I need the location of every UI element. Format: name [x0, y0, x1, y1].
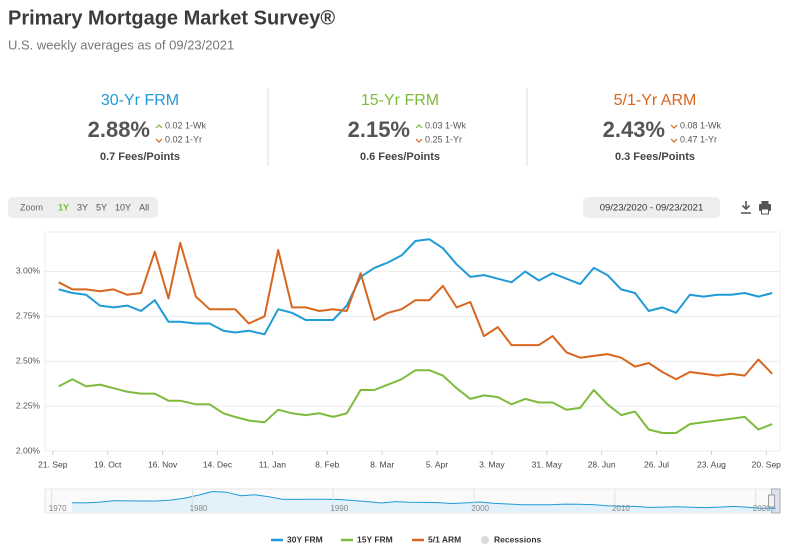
x-tick-label: 3. May — [479, 459, 505, 469]
x-tick-label: 26. Jul — [644, 459, 669, 469]
page-title: Primary Mortgage Market Survey® — [8, 7, 335, 29]
card-change: 0.47 1-Yr — [680, 134, 717, 144]
x-tick-label: 19. Oct — [94, 459, 122, 469]
series-line — [58, 241, 773, 381]
navigator-tick-label: 2000 — [471, 504, 489, 513]
x-tick-label: 20. Sep — [752, 459, 782, 469]
navigator-handle[interactable] — [768, 494, 776, 508]
x-tick-label: 23. Aug — [697, 459, 726, 469]
change-arrow — [670, 124, 678, 129]
print-icon[interactable] — [759, 201, 771, 215]
x-tick-label: 21. Sep — [38, 459, 68, 469]
date-range: 09/23/2020 - 09/23/2021 — [600, 203, 704, 214]
card-title: 30-Yr FRM — [101, 92, 179, 109]
card-fees: 0.3 Fees/Points — [615, 151, 695, 163]
zoom-button[interactable]: All — [139, 202, 149, 212]
x-tick-label: 28. Jun — [588, 459, 616, 469]
zoom-bar — [8, 197, 158, 218]
x-tick-label: 8. Feb — [315, 459, 339, 469]
card-change: 0.08 1-Wk — [680, 120, 722, 130]
x-tick-label: 14. Dec — [203, 459, 233, 469]
card-change: 0.25 1-Yr — [425, 134, 462, 144]
y-tick-label: 2.00% — [16, 445, 41, 455]
navigator-tick-label: 2020 — [753, 504, 771, 513]
navigator-tick-label: 2010 — [612, 504, 630, 513]
legend-label[interactable]: 5/1 ARM — [428, 534, 461, 544]
navigator-line — [71, 490, 776, 509]
card-rate: 2.15% — [348, 117, 410, 142]
y-tick-label: 2.75% — [16, 311, 41, 321]
card-fees: 0.6 Fees/Points — [360, 151, 440, 163]
card-title: 5/1-Yr ARM — [614, 92, 697, 109]
change-arrow — [415, 124, 423, 129]
change-arrow — [155, 124, 163, 129]
navigator-tick-label: 1990 — [330, 504, 348, 513]
x-tick-label: 16. Nov — [148, 459, 178, 469]
legend-label[interactable]: 30Y FRM — [287, 534, 323, 544]
y-tick-label: 3.00% — [16, 266, 41, 276]
date-range-box — [583, 197, 720, 218]
card-title: 15-Yr FRM — [361, 92, 439, 109]
y-tick-label: 2.50% — [16, 355, 41, 365]
plot-frame — [44, 231, 781, 452]
change-arrow — [155, 138, 163, 143]
series-line — [58, 238, 773, 336]
card-rate: 2.88% — [88, 117, 150, 142]
navigator-tick-label: 1970 — [49, 504, 67, 513]
legend-label[interactable]: Recessions — [494, 534, 542, 544]
legend-label[interactable]: 15Y FRM — [357, 534, 393, 544]
zoom-button[interactable]: 10Y — [115, 202, 131, 212]
card-change: 0.03 1-Wk — [425, 120, 467, 130]
x-tick-label: 8. Mar — [370, 459, 394, 469]
x-tick-label: 5. Apr — [426, 459, 448, 469]
zoom-label: Zoom — [20, 202, 43, 212]
legend-swatch — [481, 536, 489, 544]
change-arrow — [670, 138, 678, 143]
card-rate: 2.43% — [603, 117, 665, 142]
card-change: 0.02 1-Yr — [165, 134, 202, 144]
page-subtitle: U.S. weekly averages as of 09/23/2021 — [8, 37, 234, 52]
navigator-area — [71, 491, 776, 512]
series-line — [58, 369, 773, 434]
zoom-button[interactable]: 5Y — [96, 202, 107, 212]
zoom-button[interactable]: 3Y — [77, 202, 88, 212]
card-fees: 0.7 Fees/Points — [100, 151, 180, 163]
y-tick-label: 2.25% — [16, 400, 41, 410]
download-icon[interactable] — [741, 201, 751, 214]
zoom-button[interactable]: 1Y — [58, 202, 69, 212]
x-tick-label: 11. Jan — [259, 459, 287, 469]
change-arrow — [415, 138, 423, 143]
x-tick-label: 31. May — [532, 459, 563, 469]
navigator-tick-label: 1980 — [190, 504, 208, 513]
card-change: 0.02 1-Wk — [165, 120, 207, 130]
